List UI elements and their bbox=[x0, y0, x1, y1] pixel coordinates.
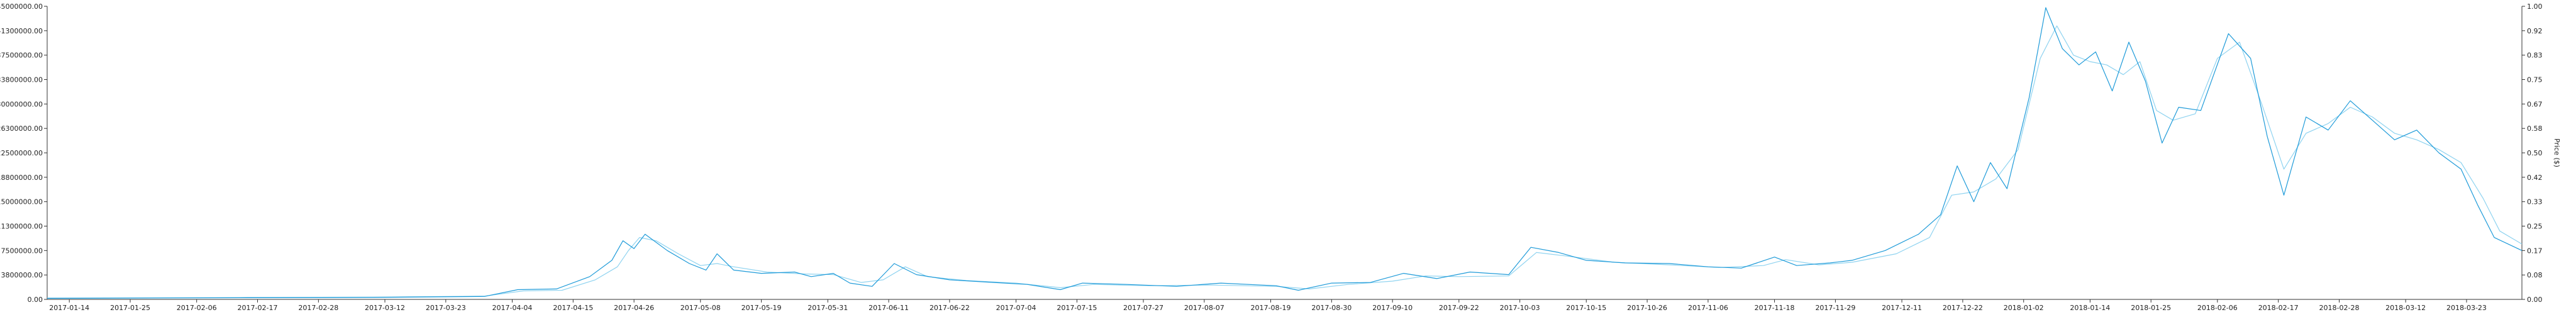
x-tick-label: 2017-04-04 bbox=[492, 304, 532, 312]
x-tick-label: 2017-08-19 bbox=[1251, 304, 1291, 312]
x-tick-label: 2017-11-18 bbox=[1755, 304, 1795, 312]
x-tick-label: 2017-07-27 bbox=[1123, 304, 1163, 312]
y-left-tick-label: 41300000.00 bbox=[0, 27, 43, 35]
x-tick-label: 2018-02-06 bbox=[2197, 304, 2238, 312]
x-tick-label: 2018-02-17 bbox=[2258, 304, 2299, 312]
x-tick-label: 2017-09-22 bbox=[1439, 304, 1479, 312]
y-left-tick-label: 15000000.00 bbox=[0, 198, 43, 206]
x-tick-label: 2017-07-15 bbox=[1057, 304, 1097, 312]
x-tick-label: 2018-03-23 bbox=[2446, 304, 2487, 312]
y-right-tick-label: 0.67 bbox=[2527, 100, 2543, 108]
x-tick-label: 2017-03-23 bbox=[426, 304, 466, 312]
x-tick-label: 2017-03-12 bbox=[365, 304, 405, 312]
y-right-tick-label: 0.75 bbox=[2527, 76, 2543, 84]
x-tick-label: 2017-12-11 bbox=[1882, 304, 1922, 312]
y-left-tick-label: 26300000.00 bbox=[0, 125, 43, 133]
y-right-tick-label: 0.08 bbox=[2527, 271, 2543, 279]
y-left-tick-label: 11300000.00 bbox=[0, 223, 43, 231]
y-left-tick-label: 7500000.00 bbox=[1, 247, 43, 255]
y-left-tick-label: 22500000.00 bbox=[0, 149, 43, 157]
x-tick-label: 2017-05-19 bbox=[741, 304, 782, 312]
series-line bbox=[47, 7, 2523, 299]
y-right-tick-label: 0.25 bbox=[2527, 223, 2543, 231]
y-right-tick-label: 0.42 bbox=[2527, 174, 2543, 182]
y-left-tick-label: 37500000.00 bbox=[0, 52, 43, 60]
y-right-axis-label: Price ($) bbox=[2553, 138, 2561, 167]
x-tick-label: 2017-12-22 bbox=[1943, 304, 1983, 312]
y-right-tick-label: 0.50 bbox=[2527, 149, 2543, 157]
x-tick-label: 2017-02-06 bbox=[177, 304, 217, 312]
y-left-tick-label: 3800000.00 bbox=[1, 271, 43, 279]
x-tick-label: 2017-06-11 bbox=[869, 304, 909, 312]
x-tick-label: 2018-01-25 bbox=[2131, 304, 2171, 312]
y-right-tick-label: 0.00 bbox=[2527, 296, 2543, 304]
y-left-tick-label: 18800000.00 bbox=[0, 174, 43, 182]
x-tick-label: 2017-06-22 bbox=[930, 304, 970, 312]
x-tick-label: 2018-02-28 bbox=[2319, 304, 2360, 312]
series-line bbox=[47, 25, 2523, 299]
x-tick-label: 2017-04-15 bbox=[553, 304, 593, 312]
y-left-tick-label: 33800000.00 bbox=[0, 76, 43, 84]
x-tick-label: 2017-08-07 bbox=[1184, 304, 1224, 312]
x-tick-label: 2017-05-31 bbox=[808, 304, 848, 312]
x-tick-label: 2017-10-03 bbox=[1500, 304, 1540, 312]
x-tick-label: 2017-05-08 bbox=[680, 304, 721, 312]
x-tick-label: 2018-01-14 bbox=[2070, 304, 2110, 312]
x-tick-label: 2017-04-26 bbox=[614, 304, 654, 312]
x-tick-label: 2017-10-26 bbox=[1627, 304, 1667, 312]
y-left-tick-label: 45000000.00 bbox=[0, 3, 43, 11]
x-tick-label: 2017-02-17 bbox=[238, 304, 278, 312]
y-left-tick-label: 0.00 bbox=[28, 296, 43, 304]
x-tick-label: 2017-11-29 bbox=[1815, 304, 1855, 312]
x-tick-label: 2017-02-28 bbox=[298, 304, 338, 312]
x-tick-label: 2017-07-04 bbox=[996, 304, 1036, 312]
y-right-tick-label: 0.17 bbox=[2527, 247, 2543, 255]
y-left-tick-label: 30000000.00 bbox=[0, 100, 43, 108]
x-tick-label: 2017-10-15 bbox=[1566, 304, 1606, 312]
x-tick-label: 2018-03-12 bbox=[2385, 304, 2426, 312]
x-tick-label: 2017-09-10 bbox=[1372, 304, 1413, 312]
y-right-tick-label: 0.58 bbox=[2527, 125, 2543, 133]
y-right-tick-label: 1.00 bbox=[2527, 3, 2543, 11]
x-tick-label: 2017-11-06 bbox=[1688, 304, 1728, 312]
x-tick-label: 2017-01-25 bbox=[110, 304, 150, 312]
x-tick-label: 2017-08-30 bbox=[1311, 304, 1352, 312]
y-right-tick-label: 0.83 bbox=[2527, 52, 2543, 60]
y-right-tick-label: 0.33 bbox=[2527, 198, 2543, 206]
x-tick-label: 2018-01-02 bbox=[2004, 304, 2044, 312]
y-right-tick-label: 0.92 bbox=[2527, 27, 2543, 35]
x-tick-label: 2017-01-14 bbox=[49, 304, 89, 312]
